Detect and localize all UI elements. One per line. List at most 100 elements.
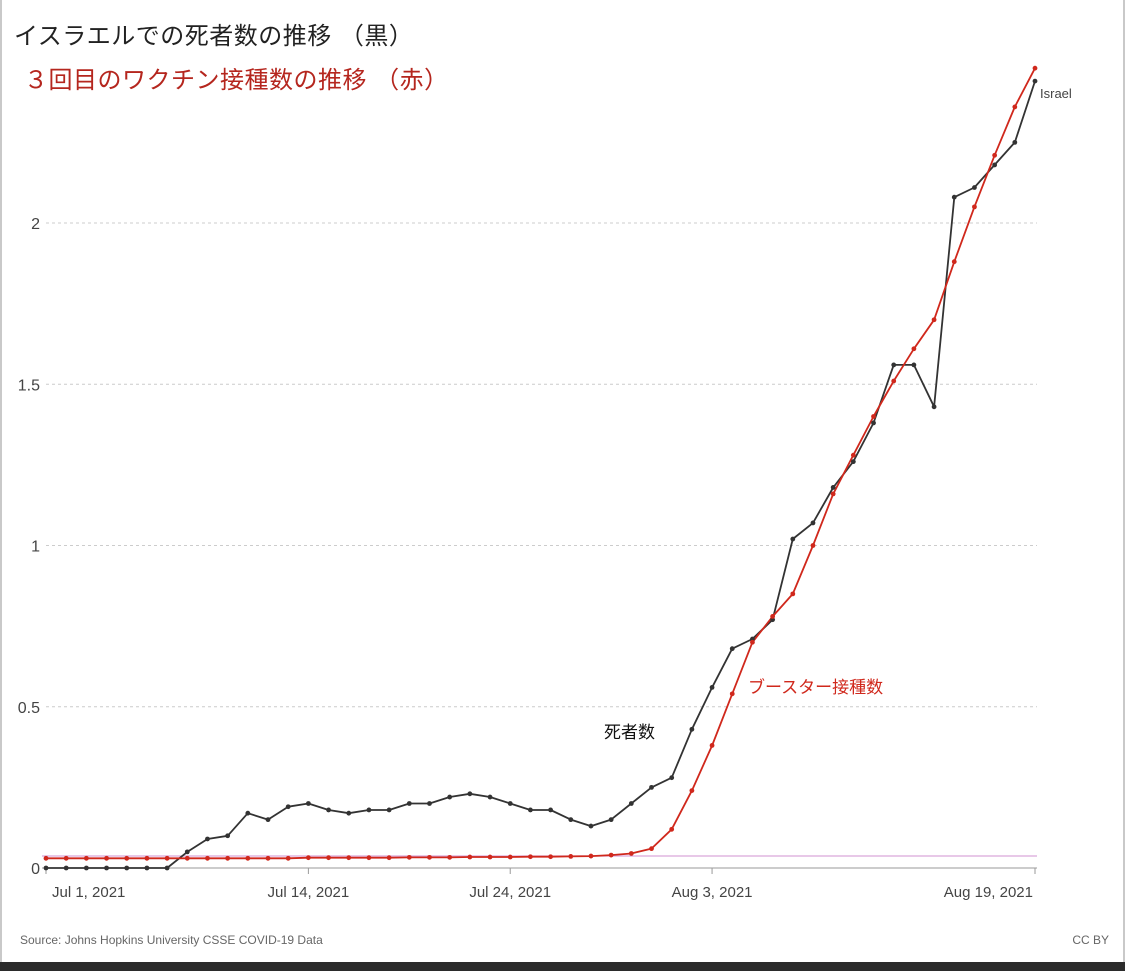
deaths-point [205, 836, 210, 842]
deaths-point [43, 865, 49, 871]
booster-point [164, 855, 170, 861]
booster-point [891, 378, 897, 384]
booster-point [507, 854, 513, 860]
booster-point [467, 854, 473, 860]
booster-point [1032, 65, 1038, 71]
deaths-point [346, 810, 352, 816]
booster-point [790, 591, 796, 597]
booster-point [447, 854, 453, 860]
booster-point [124, 855, 130, 861]
booster-point [1012, 104, 1018, 110]
deaths-point [63, 865, 69, 871]
deaths-point [124, 865, 130, 871]
deaths-line [46, 80, 1036, 869]
deaths-point [487, 794, 493, 800]
deaths-point [911, 362, 917, 368]
deaths-point [144, 865, 150, 871]
deaths-point [588, 823, 594, 829]
deaths-point [972, 185, 977, 190]
deaths-point [305, 801, 311, 806]
deaths-point [285, 804, 291, 810]
x-tick-label: Aug 19, 2021 [944, 884, 1033, 901]
deaths-point [850, 459, 856, 465]
deaths-point [528, 807, 533, 813]
booster-point [729, 691, 735, 697]
deaths-point [548, 807, 553, 813]
booster-point [810, 543, 816, 548]
series-end-label: Israel [1040, 86, 1072, 101]
x-tick-label: Jul 24, 2021 [469, 884, 551, 901]
booster-point [528, 854, 533, 860]
booster-point [830, 491, 836, 497]
deaths-point [689, 726, 695, 732]
booster-point [184, 855, 190, 861]
booster-point [386, 855, 392, 861]
booster-point [487, 854, 493, 860]
y-tick-label: 0 [31, 861, 40, 878]
deaths-point [164, 865, 170, 871]
deaths-point [871, 420, 876, 426]
bottom-bar [0, 962, 1125, 971]
deaths-point [104, 865, 109, 871]
deaths-point [729, 646, 735, 652]
booster-point [285, 855, 291, 861]
y-tick-label: 2 [31, 216, 40, 233]
source-note: Source: Johns Hopkins University CSSE CO… [20, 933, 323, 947]
deaths-point [810, 520, 816, 526]
deaths-point [406, 801, 412, 806]
deaths-point [669, 775, 675, 781]
booster-point [305, 855, 311, 861]
booster-point [83, 855, 89, 861]
deaths-point [326, 807, 331, 813]
x-tick-label: Jul 1, 2021 [52, 884, 125, 901]
annotations: 死者数 ブースター接種数 Israel [604, 86, 1072, 743]
booster-point [63, 855, 69, 861]
deaths-point [830, 485, 836, 490]
booster-point [951, 259, 957, 265]
booster-point [911, 346, 917, 352]
booster-point [43, 855, 49, 861]
gridlines [46, 222, 1037, 708]
booster-point [568, 853, 574, 859]
booster-point [709, 743, 715, 748]
series-lines [46, 67, 1036, 869]
y-tick-label: 1.5 [18, 377, 40, 394]
axes: 0 0.5 1 1.5 2 Jul 1, 2021 Jul 14, 2021 Jul 24, … [18, 216, 1037, 901]
deaths-point [709, 685, 715, 690]
deaths-point [386, 807, 392, 813]
chart-title-booster: ３回目のワクチン接種数の推移 （赤） [24, 66, 449, 94]
x-tick-label: Jul 14, 2021 [268, 884, 350, 901]
deaths-point [790, 536, 796, 542]
deaths-point [628, 801, 634, 806]
deaths-point [427, 801, 432, 806]
deaths-point [951, 194, 957, 200]
booster-point [608, 852, 614, 858]
booster-point [144, 855, 150, 861]
deaths-point [225, 833, 231, 839]
y-tick-label: 1 [31, 539, 40, 556]
booster-point [427, 854, 432, 860]
booster-point [770, 614, 776, 619]
booster-annotation: ブースター接種数 [748, 677, 883, 698]
deaths-point [447, 794, 453, 800]
booster-point [346, 855, 352, 861]
booster-point [588, 853, 594, 859]
deaths-point [992, 162, 998, 168]
deaths-point [265, 817, 271, 823]
booster-point [205, 855, 210, 861]
booster-point [649, 846, 654, 852]
deaths-point [1012, 139, 1018, 145]
line-chart: 0 0.5 1 1.5 2 Jul 1, 2021 Jul 14, 2021 Jul 24, … [18, 65, 1072, 901]
booster-point [689, 788, 695, 793]
booster-point [850, 452, 856, 458]
booster-point [326, 855, 331, 861]
deaths-point [891, 362, 897, 368]
booster-point [972, 204, 977, 210]
booster-point [669, 826, 675, 832]
booster-point [992, 152, 998, 158]
license-note: CC BY [1072, 933, 1109, 947]
series-points [43, 65, 1038, 871]
booster-point [871, 414, 876, 419]
deaths-annotation: 死者数 [604, 723, 655, 743]
